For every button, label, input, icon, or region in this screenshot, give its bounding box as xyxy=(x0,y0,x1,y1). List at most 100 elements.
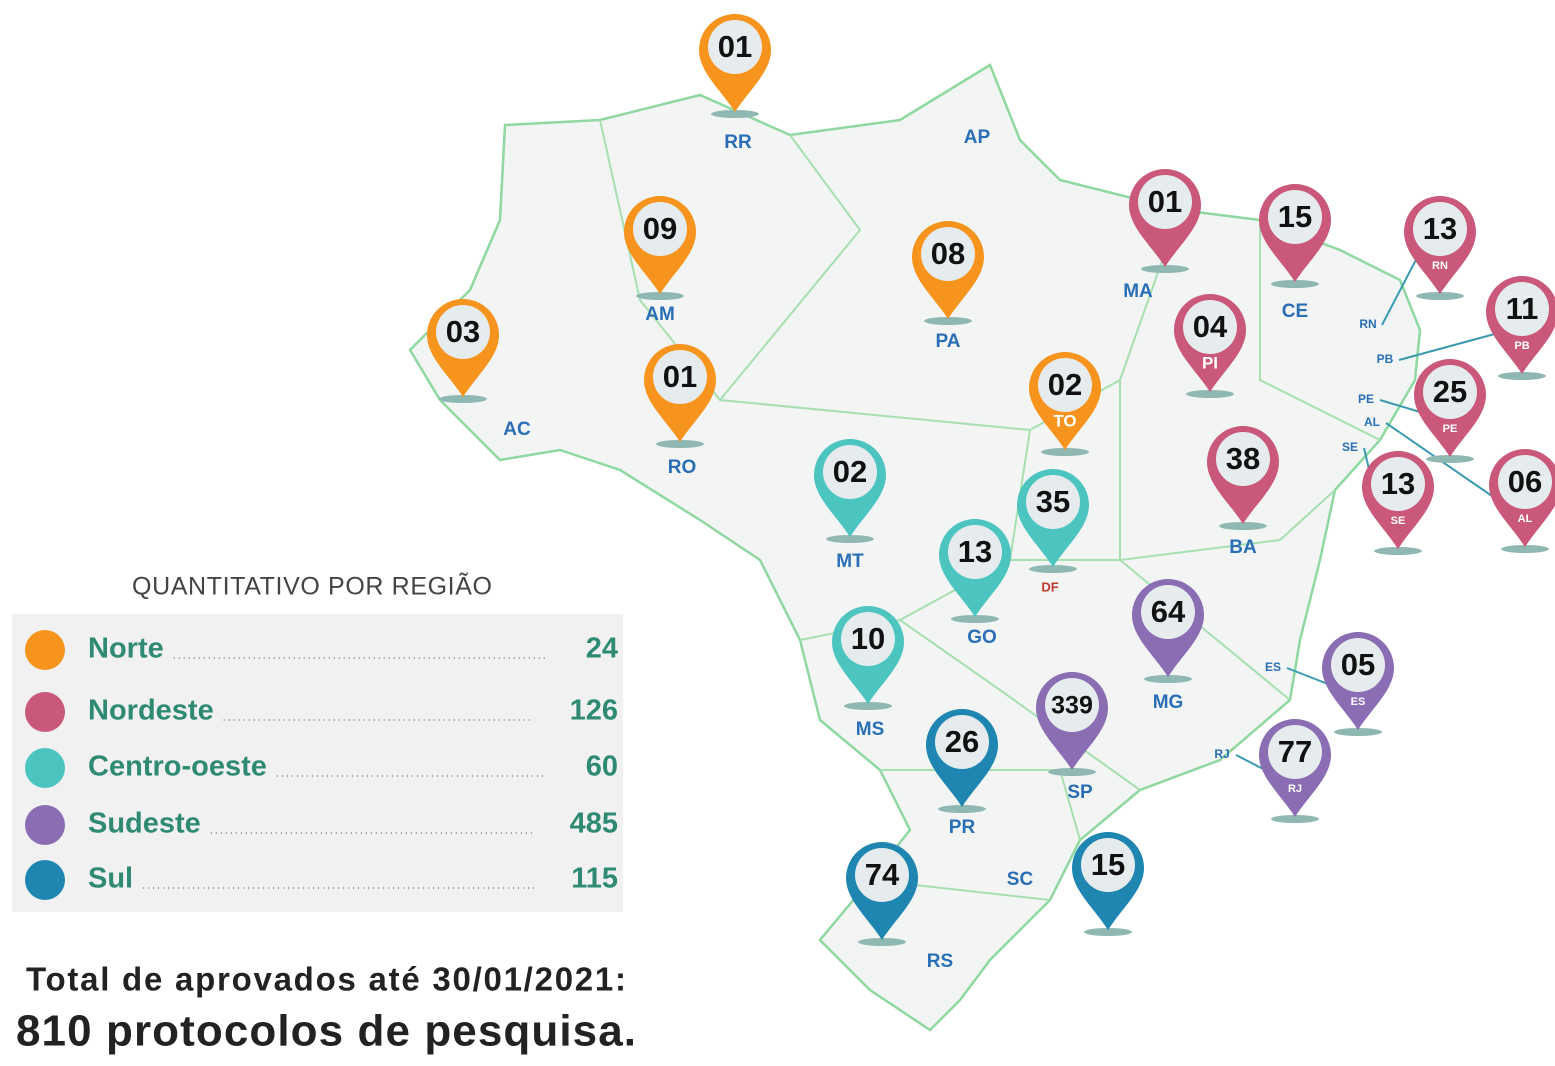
state-label: MT xyxy=(836,551,864,572)
legend-name: Sul xyxy=(88,863,133,895)
pin-face xyxy=(1268,190,1322,244)
pin-shadow xyxy=(1498,372,1546,380)
state-label: RN xyxy=(1359,317,1376,331)
pin-count: 02 xyxy=(833,454,867,489)
state-label: MG xyxy=(1153,692,1184,713)
state-label: MS xyxy=(856,719,885,740)
legend-title: QUANTITATIVO POR REGIÃO xyxy=(132,572,492,601)
pin-count: 13 xyxy=(1381,466,1415,501)
pin-face xyxy=(841,612,895,666)
pin-shadow xyxy=(1416,292,1464,300)
pin-count: 26 xyxy=(945,724,979,759)
total-line2: 810 protocolos de pesquisa. xyxy=(16,1007,636,1056)
pin-shadow xyxy=(826,535,874,543)
pin-face xyxy=(436,305,490,359)
pin-face xyxy=(1026,475,1080,529)
pin-face xyxy=(653,350,707,404)
state-label: PA xyxy=(936,331,961,352)
state-label: SC xyxy=(1007,869,1034,890)
pin-face xyxy=(823,445,877,499)
pin-face xyxy=(1413,202,1467,256)
pin-shadow xyxy=(938,805,986,813)
pin-face xyxy=(1331,638,1385,692)
pin-shadow xyxy=(1271,280,1319,288)
legend-value: 60 xyxy=(586,751,618,783)
legend-value: 485 xyxy=(570,808,618,840)
pin-face xyxy=(1216,432,1270,486)
pin-shadow xyxy=(1186,390,1234,398)
legend-swatch xyxy=(25,630,65,670)
pin-shadow xyxy=(1144,675,1192,683)
legend-swatch xyxy=(25,805,65,845)
pin-count: 25 xyxy=(1433,374,1467,409)
legend-value: 24 xyxy=(586,633,618,665)
pin-shadow xyxy=(844,702,892,710)
pin-face xyxy=(935,715,989,769)
pin-count: 04 xyxy=(1193,309,1228,344)
pin-count: 01 xyxy=(1148,184,1182,219)
state-label: BA xyxy=(1229,537,1257,558)
state-label: TO xyxy=(1053,411,1076,430)
pin-face xyxy=(1268,725,1322,779)
pin-shadow xyxy=(711,110,759,118)
state-label: ES xyxy=(1265,660,1281,674)
pin-shadow xyxy=(1141,265,1189,273)
pin-count: 15 xyxy=(1278,199,1312,234)
state-label: PE xyxy=(1443,423,1458,435)
pin-count: 15 xyxy=(1091,847,1125,882)
legend-swatch xyxy=(25,692,65,732)
pin-face xyxy=(921,227,975,281)
pin-count: 01 xyxy=(663,359,697,394)
state-label: SE xyxy=(1391,515,1406,527)
pin-shadow xyxy=(1426,455,1474,463)
state-label: PR xyxy=(949,817,976,838)
pin-count: 10 xyxy=(851,621,885,656)
pin-face xyxy=(1038,358,1092,412)
pin-face xyxy=(1081,838,1135,892)
leader-line xyxy=(1398,331,1503,361)
pin-face xyxy=(1183,300,1237,354)
pin-count: 38 xyxy=(1226,441,1260,476)
pin-shadow xyxy=(1084,928,1132,936)
pin-count: 02 xyxy=(1048,367,1082,402)
state-label: ES xyxy=(1351,696,1366,708)
pin-shadow xyxy=(1219,522,1267,530)
total-line1: Total de aprovados até 30/01/2021: xyxy=(26,961,626,998)
state-label: DF xyxy=(1041,579,1058,594)
brazil-map xyxy=(408,63,1422,1032)
pin-shadow xyxy=(858,938,906,946)
state-label: AC xyxy=(503,419,531,440)
state-label: AM xyxy=(645,304,675,325)
state-label: PB xyxy=(1377,352,1394,366)
legend-swatch xyxy=(25,748,65,788)
state-label: SE xyxy=(1342,440,1358,454)
state-label: PI xyxy=(1202,353,1218,372)
state-label: RO xyxy=(668,457,697,478)
pin-face xyxy=(1138,175,1192,229)
pin-face xyxy=(948,525,1002,579)
state-label: RR xyxy=(724,132,752,153)
pin-face xyxy=(1423,365,1477,419)
pin-count: 03 xyxy=(446,314,480,349)
leader-line xyxy=(1385,422,1506,506)
pin-shadow xyxy=(1271,815,1319,823)
legend-swatch xyxy=(25,860,65,900)
pin-count: 06 xyxy=(1508,464,1542,499)
pin-face xyxy=(633,202,687,256)
pin-count: 05 xyxy=(1341,647,1375,682)
pin-face xyxy=(855,848,909,902)
pin-shadow xyxy=(1029,565,1077,573)
pin-face xyxy=(1045,678,1099,732)
pin-count: 77 xyxy=(1278,734,1312,769)
legend-value: 115 xyxy=(571,863,618,895)
pin-face xyxy=(1498,455,1552,509)
state-label: RN xyxy=(1432,260,1448,272)
state-label: RS xyxy=(927,951,953,972)
pin-shadow xyxy=(1334,728,1382,736)
pin-shadow xyxy=(1374,547,1422,555)
pin-count: 01 xyxy=(718,29,752,64)
pin-shadow xyxy=(951,615,999,623)
pin-shadow xyxy=(1501,545,1549,553)
pin-shadow xyxy=(1048,768,1096,776)
